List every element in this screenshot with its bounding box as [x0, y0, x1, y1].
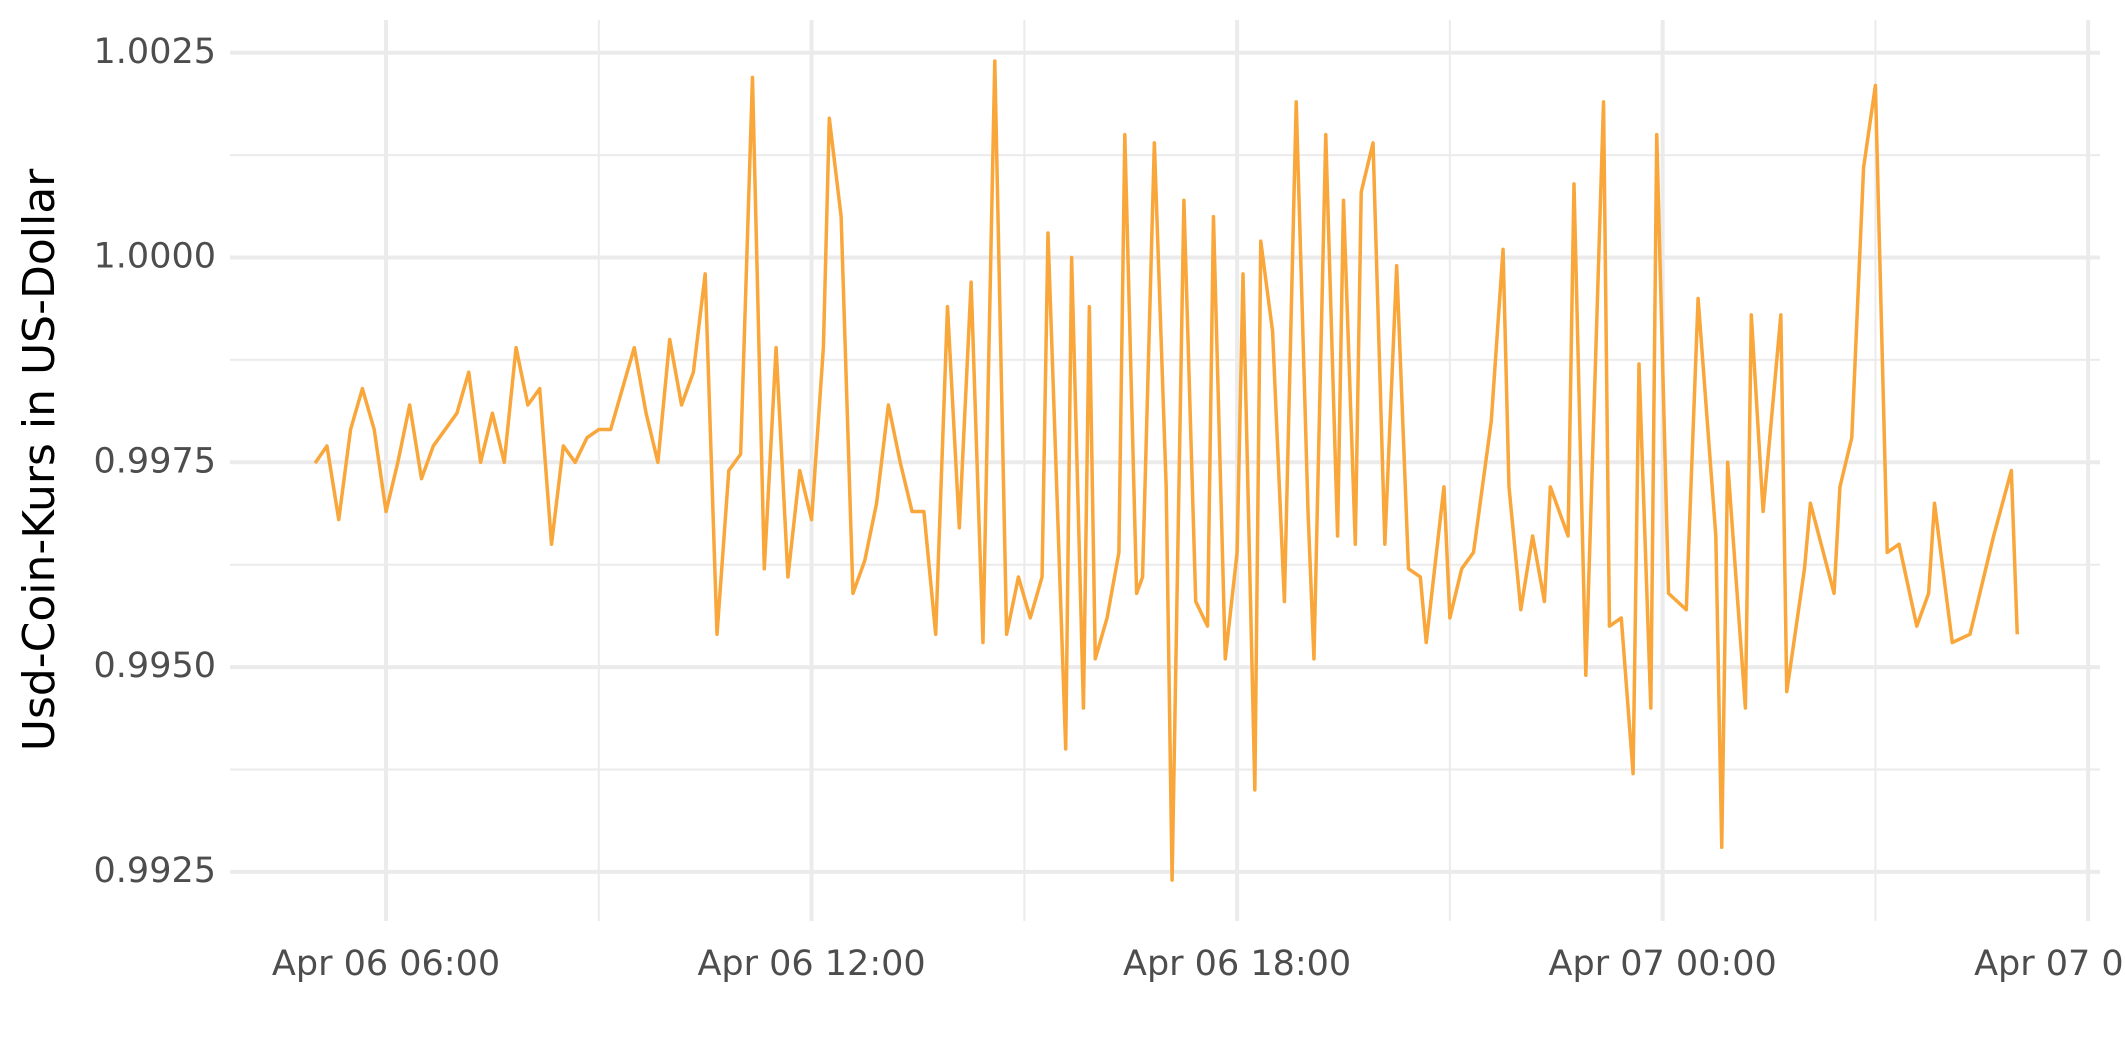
x-tick-label: Apr 06 06:00 — [272, 944, 500, 984]
x-tick-label: Apr 07 06:00 — [1974, 944, 2125, 984]
y-tick-label: 0.9950 — [94, 646, 216, 686]
y-tick-label: 0.9925 — [94, 851, 216, 891]
x-tick-label: Apr 06 12:00 — [697, 944, 925, 984]
y-tick-label: 0.9975 — [94, 441, 216, 481]
price-line — [313, 59, 2020, 882]
x-tick-label: Apr 06 18:00 — [1123, 944, 1351, 984]
y-axis-label: Usd-Coin-Kurs in US-Dollar — [14, 168, 65, 751]
y-tick-label: 1.0025 — [94, 32, 216, 72]
y-tick-label: 1.0000 — [94, 237, 216, 277]
x-tick-label: Apr 07 00:00 — [1549, 944, 1777, 984]
